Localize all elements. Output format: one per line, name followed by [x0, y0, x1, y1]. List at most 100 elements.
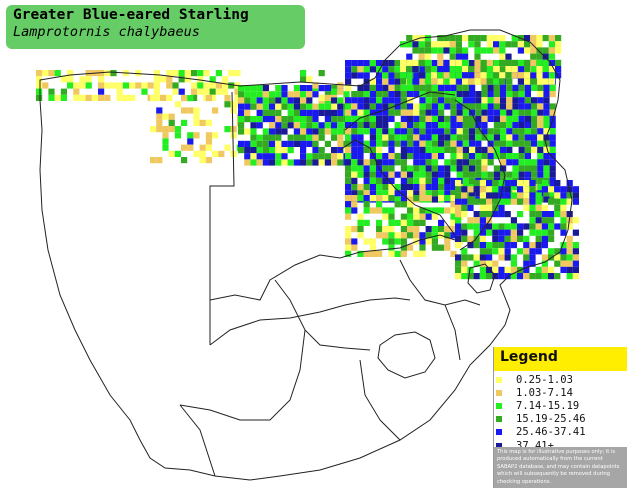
distribution-cell [506, 109, 513, 116]
distribution-cell [345, 84, 352, 91]
distribution-cell [376, 109, 383, 116]
distribution-cell [36, 82, 43, 89]
distribution-cell [469, 159, 476, 166]
distribution-cell [153, 82, 160, 89]
distribution-cell [437, 35, 444, 42]
distribution-cell [492, 223, 499, 230]
distribution-cell [388, 115, 395, 122]
distribution-cell [512, 140, 519, 147]
distribution-cell [473, 254, 480, 261]
distribution-cell [54, 70, 61, 77]
distribution-cell [312, 140, 319, 147]
distribution-cell [444, 244, 451, 251]
distribution-cell [473, 217, 480, 224]
distribution-cell [461, 273, 468, 280]
distribution-cell [205, 138, 212, 145]
distribution-cell [566, 273, 573, 280]
distribution-cell [413, 122, 420, 129]
distribution-cell [363, 177, 370, 184]
distribution-cell [400, 177, 407, 184]
distribution-cell [351, 226, 358, 233]
distribution-cell [369, 190, 376, 197]
distribution-cell [487, 97, 494, 104]
distribution-cell [438, 244, 445, 251]
distribution-cell [345, 213, 352, 220]
distribution-cell [104, 82, 111, 89]
distribution-cell [444, 238, 451, 245]
distribution-cell [394, 134, 401, 141]
distribution-cell [275, 147, 282, 154]
distribution-cell [413, 91, 420, 98]
distribution-cell [523, 235, 530, 242]
distribution-cell [293, 122, 300, 129]
distribution-cell [281, 122, 288, 129]
distribution-cell [450, 232, 457, 239]
distribution-cell [293, 109, 300, 116]
distribution-cell [424, 35, 431, 42]
distribution-cell [400, 244, 407, 251]
distribution-cell [456, 103, 463, 110]
distribution-cell [431, 122, 438, 129]
distribution-cell [549, 165, 556, 172]
distribution-cell [345, 72, 352, 79]
border-orange-river [209, 297, 411, 346]
distribution-cell [469, 153, 476, 160]
distribution-cell [518, 146, 525, 153]
distribution-cell [376, 140, 383, 147]
distribution-cell [400, 128, 407, 135]
distribution-cell [499, 53, 506, 60]
distribution-cell [400, 184, 407, 191]
distribution-cell [363, 109, 370, 116]
distribution-cell [250, 116, 257, 123]
distribution-cell [363, 207, 370, 214]
distribution-cell [153, 94, 160, 101]
distribution-cell [462, 103, 469, 110]
distribution-cell [444, 146, 451, 153]
distribution-cell [511, 72, 518, 79]
distribution-cell [376, 115, 383, 122]
distribution-cell [500, 171, 507, 178]
distribution-cell [511, 66, 518, 73]
distribution-cell [345, 115, 352, 122]
distribution-cell [431, 41, 438, 48]
distribution-cell [215, 82, 222, 89]
distribution-cell [197, 88, 204, 95]
distribution-cell [481, 171, 488, 178]
distribution-cell [262, 109, 269, 116]
distribution-cell [536, 41, 543, 48]
distribution-cell [524, 59, 531, 66]
distribution-cell [162, 132, 169, 139]
distribution-cell [506, 115, 513, 122]
distribution-cell [431, 84, 438, 91]
distribution-cell [287, 103, 294, 110]
distribution-cell [541, 273, 548, 280]
distribution-cell [543, 159, 550, 166]
distribution-cell [560, 260, 567, 267]
distribution-cell [537, 153, 544, 160]
distribution-cell [400, 201, 407, 208]
distribution-cell [250, 91, 257, 98]
distribution-cell [487, 146, 494, 153]
distribution-cell [262, 128, 269, 135]
distribution-cell [345, 250, 352, 257]
distribution-cell [275, 91, 282, 98]
distribution-cell [168, 150, 175, 157]
distribution-cell [85, 94, 92, 101]
distribution-cell [572, 266, 579, 273]
distribution-cell [443, 41, 450, 48]
distribution-cell [424, 66, 431, 73]
distribution-cell [500, 97, 507, 104]
distribution-cell [438, 97, 445, 104]
distribution-cell [450, 190, 457, 197]
distribution-cell [455, 41, 462, 48]
distribution-cell [506, 153, 513, 160]
distribution-cell [548, 266, 555, 273]
distribution-cell [224, 101, 231, 108]
distribution-cell [400, 109, 407, 116]
distribution-cell [450, 177, 457, 184]
distribution-cell [486, 41, 493, 48]
distribution-cell [345, 97, 352, 104]
distribution-cell [262, 153, 269, 160]
distribution-cell [572, 242, 579, 249]
distribution-cell [511, 41, 518, 48]
